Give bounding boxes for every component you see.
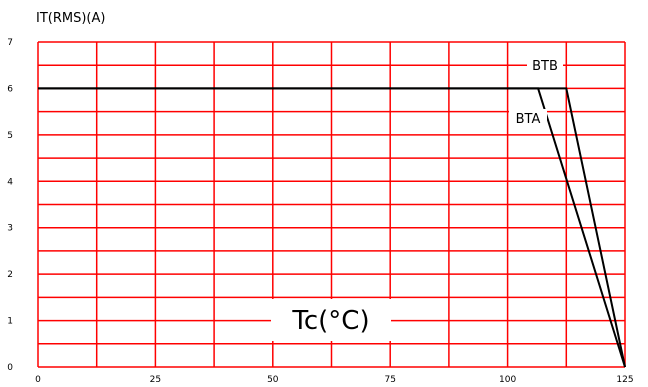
y-tick-label: 4 bbox=[7, 177, 13, 187]
x-axis-label: Tc(°C) bbox=[291, 306, 369, 336]
x-tick-label: 125 bbox=[616, 375, 633, 385]
series-label-btb-box bbox=[527, 56, 563, 75]
series-label-bta: BTA bbox=[516, 112, 541, 127]
x-tick-label: 0 bbox=[35, 375, 41, 385]
y-tick-label: 0 bbox=[7, 363, 13, 373]
y-tick-label: 7 bbox=[7, 38, 13, 48]
x-tick-label: 25 bbox=[150, 375, 161, 385]
y-tick-label: 1 bbox=[7, 317, 13, 327]
y-axis-label: IT(RMS)(A) bbox=[36, 11, 105, 26]
x-axis-label-box bbox=[271, 299, 391, 341]
series-lines bbox=[38, 87, 626, 368]
series-label-bta-box bbox=[509, 109, 547, 128]
y-tick-label: 5 bbox=[7, 131, 13, 141]
y-tick-label: 2 bbox=[7, 270, 13, 280]
x-tick-label: 100 bbox=[499, 375, 516, 385]
y-tick-label: 6 bbox=[7, 84, 13, 94]
tick-labels: 0 25 50 75 100 125 0 1 2 3 4 5 6 7 bbox=[7, 38, 633, 385]
series-label-btb: BTB bbox=[532, 59, 558, 74]
x-tick-label: 50 bbox=[267, 375, 279, 385]
x-tick-label: 75 bbox=[384, 375, 395, 385]
y-tick-label: 3 bbox=[7, 224, 13, 234]
series-line-bta bbox=[38, 87, 626, 368]
